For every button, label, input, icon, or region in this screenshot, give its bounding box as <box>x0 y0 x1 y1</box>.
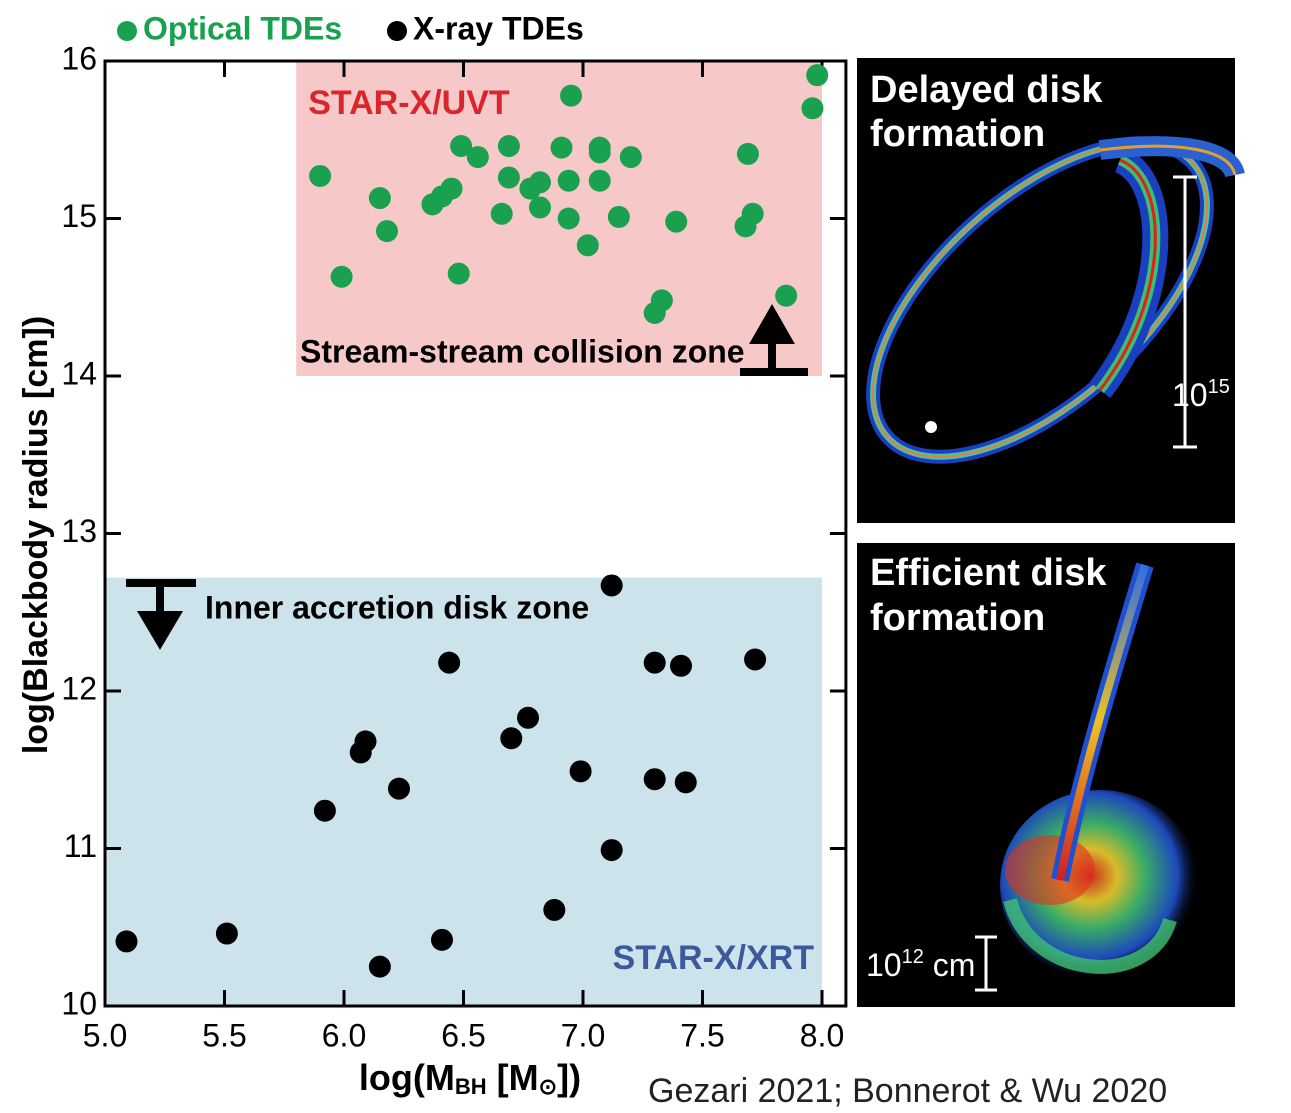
x-tick-label: 5.0 <box>83 1017 127 1053</box>
panel-title: formation <box>870 113 1045 155</box>
legend-marker <box>117 21 137 41</box>
y-axis-label: log(Blackbody radius [cm]) <box>17 316 55 754</box>
data-point <box>498 135 520 157</box>
data-point <box>589 141 611 163</box>
x-tick-label: 8.0 <box>800 1017 844 1053</box>
data-point <box>601 839 623 861</box>
data-point <box>438 652 460 674</box>
data-point <box>355 730 377 752</box>
data-point <box>500 727 522 749</box>
data-point <box>376 220 398 242</box>
simulation-panel-delayed: Delayed disk formation 1015 cm <box>819 58 1281 523</box>
data-point <box>431 929 453 951</box>
data-point <box>441 178 463 200</box>
legend-label: X-ray TDEs <box>413 10 584 46</box>
region-label: STAR-X/XRT <box>613 939 815 977</box>
data-point <box>608 206 630 228</box>
data-point <box>675 771 697 793</box>
data-point <box>467 146 489 168</box>
x-tick-label: 6.5 <box>441 1017 485 1053</box>
data-point <box>498 167 520 189</box>
data-point <box>543 899 565 921</box>
data-point <box>665 211 687 233</box>
data-point <box>806 64 828 86</box>
y-tick-label: 12 <box>61 670 97 706</box>
data-point <box>801 97 823 119</box>
data-point <box>216 923 238 945</box>
data-point <box>558 170 580 192</box>
legend-marker <box>387 21 407 41</box>
data-point <box>589 170 611 192</box>
citation: Gezari 2021; Bonnerot & Wu 2020 <box>648 1072 1167 1110</box>
x-tick-label: 6.0 <box>322 1017 366 1053</box>
x-tick-label: 7.0 <box>561 1017 605 1053</box>
simulation-panel-efficient: Efficient disk formation 1012 cm <box>857 543 1235 1007</box>
x-tick-label: 5.5 <box>202 1017 246 1053</box>
y-tick-label: 13 <box>61 513 97 549</box>
data-point <box>742 203 764 225</box>
x-axis-label: log(MBH [M⊙]) <box>359 1057 581 1099</box>
data-point <box>570 760 592 782</box>
data-point <box>775 285 797 307</box>
annotation: Inner accretion disk zone <box>205 589 589 625</box>
data-point <box>651 289 673 311</box>
panel-title: Efficient disk <box>870 552 1107 594</box>
data-point <box>529 196 551 218</box>
data-point <box>577 234 599 256</box>
y-tick-label: 10 <box>61 985 97 1021</box>
y-tick-label: 15 <box>61 198 97 234</box>
data-point <box>560 85 582 107</box>
data-point <box>491 203 513 225</box>
region-label: STAR-X/UVT <box>308 84 510 122</box>
plot: STAR-X/UVT STAR-X/XRT Stream-stream collis… <box>61 40 845 1053</box>
data-point <box>529 171 551 193</box>
data-point <box>369 956 391 978</box>
data-point <box>388 778 410 800</box>
data-point <box>550 137 572 159</box>
data-point <box>644 768 666 790</box>
legend-label: Optical TDEs <box>143 10 342 46</box>
annotation: Stream-stream collision zone <box>300 333 745 369</box>
data-point <box>620 146 642 168</box>
data-point <box>369 187 391 209</box>
data-point <box>314 800 336 822</box>
data-point <box>601 574 623 596</box>
data-point <box>331 266 353 288</box>
panel-title: formation <box>870 597 1045 639</box>
data-point <box>744 649 766 671</box>
data-point <box>448 263 470 285</box>
x-tick-label: 7.5 <box>680 1017 724 1053</box>
data-point <box>737 143 759 165</box>
data-point <box>670 655 692 677</box>
y-tick-label: 16 <box>61 40 97 76</box>
figure: Delayed disk formation 1015 cm Efficient… <box>0 0 1291 1113</box>
data-point <box>644 652 666 674</box>
data-point <box>309 165 331 187</box>
panel-title: Delayed disk <box>870 69 1103 111</box>
data-point <box>517 707 539 729</box>
y-tick-label: 14 <box>61 355 97 391</box>
data-point <box>116 930 138 952</box>
data-point <box>558 208 580 230</box>
y-tick-label: 11 <box>64 828 97 864</box>
